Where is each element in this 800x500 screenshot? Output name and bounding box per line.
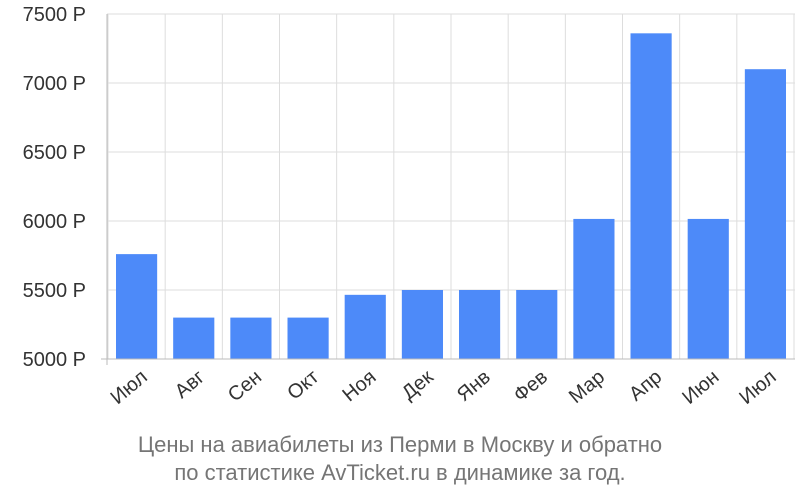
bar-8	[516, 290, 558, 359]
x-tick-label: Янв	[453, 366, 495, 406]
x-tick-label: Сен	[224, 366, 266, 406]
bar-10	[630, 33, 672, 359]
x-tick-label: Фев	[510, 366, 552, 407]
y-tick-label: 6500 Р	[23, 142, 86, 164]
x-tick-label: Окт	[283, 366, 323, 405]
bar-11	[687, 218, 729, 359]
grid-lines	[107, 13, 795, 360]
x-tick-label: Апр	[625, 366, 666, 406]
x-tick-label: Дек	[398, 366, 438, 404]
y-tick-label: 6000 Р	[23, 211, 86, 233]
bar-9	[573, 218, 615, 359]
bar-1	[116, 254, 158, 359]
x-tick-label: Ноя	[338, 366, 380, 406]
x-tick-label: Авг	[171, 366, 209, 403]
bar-7	[459, 290, 501, 359]
bar-2	[173, 317, 215, 359]
y-tick-label: 5500 Р	[23, 280, 86, 302]
bar-6	[401, 290, 443, 359]
chart-caption-line-1: Цены на авиабилеты из Перми в Москву и о…	[137, 432, 663, 457]
bar-12	[744, 69, 786, 359]
bar-5	[344, 294, 386, 359]
y-tick-label: 7000 Р	[23, 73, 86, 95]
x-tick-label: Июл	[735, 366, 780, 409]
x-tick-label: Июн	[678, 366, 723, 409]
x-tick-label: Мар	[565, 366, 609, 408]
y-tick-labels: 5000 Р 5500 Р 6000 Р 6500 Р 7000 Р 7500 Р	[23, 4, 86, 371]
bars	[116, 33, 786, 359]
axes	[101, 14, 795, 365]
x-tick-label: Июл	[107, 366, 152, 409]
y-tick-label: 7500 Р	[23, 4, 86, 26]
bar-4	[287, 317, 329, 359]
y-tick-label: 5000 Р	[23, 349, 86, 371]
chart-caption-line-2: по статистике AvTicket.ru в динамике за …	[174, 460, 626, 485]
x-tick-labels: Июл Авг Сен Окт Ноя Дек Янв Фев Мар Апр Июн Июл	[107, 366, 781, 409]
bar-3	[230, 317, 272, 359]
